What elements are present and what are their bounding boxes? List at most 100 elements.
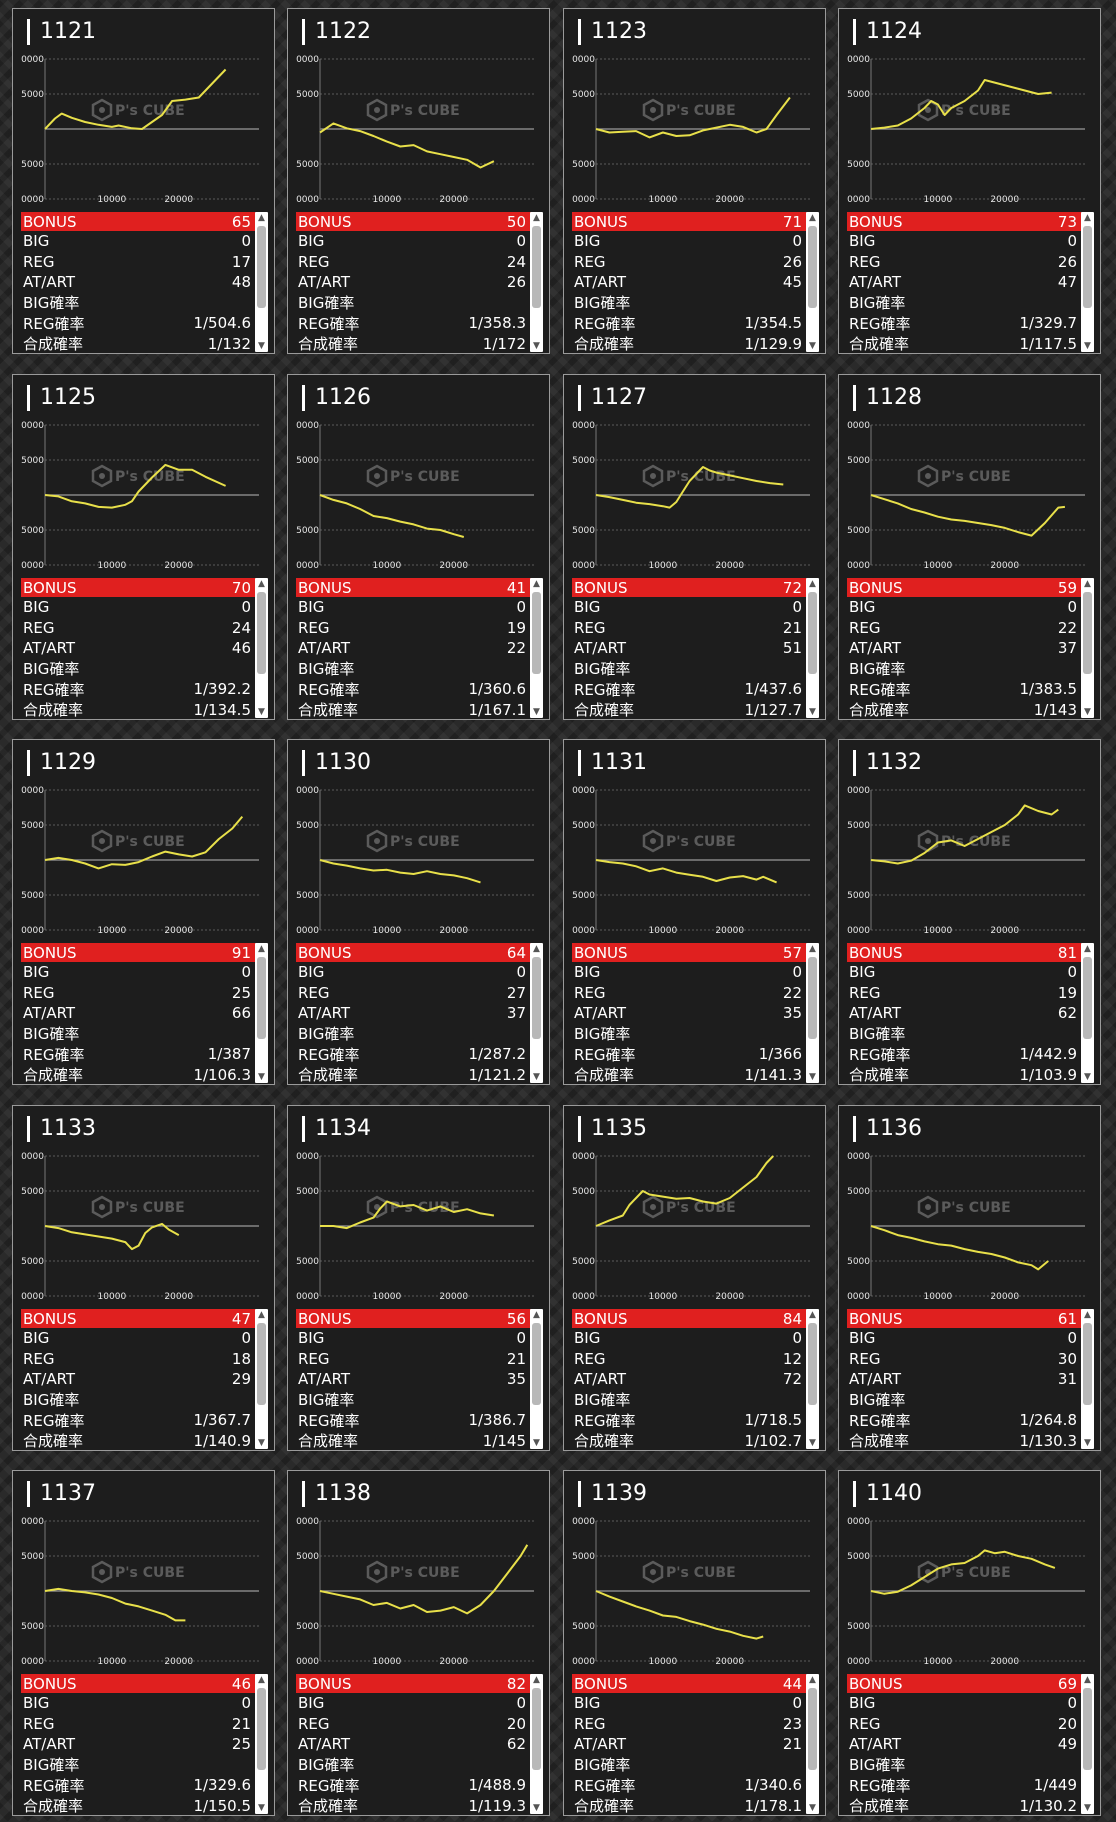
machine-number[interactable]: 1125	[27, 385, 96, 411]
scroll-down-icon[interactable]: ▼	[1084, 1803, 1091, 1813]
scroll-up-icon[interactable]: ▲	[809, 1310, 816, 1320]
scroll-up-icon[interactable]: ▲	[809, 579, 816, 589]
machine-card[interactable]: 1137 10000 5000 -5000 -10000 10000 20000 P's CU…	[12, 1470, 275, 1816]
scroll-thumb[interactable]	[257, 957, 266, 1039]
scroll-down-icon[interactable]: ▼	[1084, 1072, 1091, 1082]
scroll-down-icon[interactable]: ▼	[258, 707, 265, 717]
machine-card[interactable]: 1135 10000 5000 -5000 -10000 10000 20000 P's CU…	[563, 1105, 826, 1451]
machine-card[interactable]: 1138 10000 5000 -5000 -10000 10000 20000 P's CU…	[287, 1470, 550, 1816]
scroll-thumb[interactable]	[257, 226, 266, 308]
stats-scrollbar[interactable]: ▲ ▼	[530, 943, 543, 1083]
scroll-up-icon[interactable]: ▲	[258, 1310, 265, 1320]
scroll-down-icon[interactable]: ▼	[533, 1438, 540, 1448]
scroll-up-icon[interactable]: ▲	[533, 579, 540, 589]
stats-scrollbar[interactable]: ▲ ▼	[806, 1674, 819, 1814]
stats-scrollbar[interactable]: ▲ ▼	[1081, 1309, 1094, 1449]
machine-number[interactable]: 1137	[27, 1481, 96, 1507]
machine-card[interactable]: 1130 10000 5000 -5000 -10000 10000 20000 P's CU…	[287, 739, 550, 1085]
scroll-up-icon[interactable]: ▲	[1084, 944, 1091, 954]
stats-scrollbar[interactable]: ▲ ▼	[1081, 943, 1094, 1083]
scroll-up-icon[interactable]: ▲	[1084, 213, 1091, 223]
scroll-thumb[interactable]	[808, 957, 817, 1039]
stats-scrollbar[interactable]: ▲ ▼	[255, 212, 268, 352]
stats-scrollbar[interactable]: ▲ ▼	[1081, 578, 1094, 718]
scroll-up-icon[interactable]: ▲	[533, 944, 540, 954]
scroll-thumb[interactable]	[257, 592, 266, 674]
machine-number[interactable]: 1129	[27, 750, 96, 776]
machine-number[interactable]: 1127	[578, 385, 647, 411]
scroll-thumb[interactable]	[1083, 1688, 1092, 1770]
scroll-thumb[interactable]	[1083, 1323, 1092, 1405]
stats-scrollbar[interactable]: ▲ ▼	[530, 1674, 543, 1814]
scroll-up-icon[interactable]: ▲	[809, 944, 816, 954]
machine-number[interactable]: 1124	[853, 19, 922, 45]
machine-number[interactable]: 1140	[853, 1481, 922, 1507]
machine-number[interactable]: 1128	[853, 385, 922, 411]
scroll-down-icon[interactable]: ▼	[533, 707, 540, 717]
stats-scrollbar[interactable]: ▲ ▼	[1081, 1674, 1094, 1814]
machine-number[interactable]: 1139	[578, 1481, 647, 1507]
scroll-thumb[interactable]	[532, 592, 541, 674]
scroll-thumb[interactable]	[808, 226, 817, 308]
machine-number[interactable]: 1121	[27, 19, 96, 45]
stats-scrollbar[interactable]: ▲ ▼	[255, 578, 268, 718]
machine-card[interactable]: 1121 10000 5000 -5000 -10000 10000 20000 P's CU…	[12, 8, 275, 354]
scroll-thumb[interactable]	[532, 957, 541, 1039]
machine-number[interactable]: 1123	[578, 19, 647, 45]
machine-card[interactable]: 1132 10000 5000 -5000 -10000 10000 20000 P's CU…	[838, 739, 1101, 1085]
scroll-up-icon[interactable]: ▲	[1084, 579, 1091, 589]
scroll-thumb[interactable]	[532, 1688, 541, 1770]
scroll-down-icon[interactable]: ▼	[258, 1072, 265, 1082]
machine-card[interactable]: 1122 10000 5000 -5000 -10000 10000 20000 P's CU…	[287, 8, 550, 354]
stats-scrollbar[interactable]: ▲ ▼	[806, 578, 819, 718]
scroll-up-icon[interactable]: ▲	[258, 944, 265, 954]
scroll-thumb[interactable]	[1083, 957, 1092, 1039]
stats-scrollbar[interactable]: ▲ ▼	[530, 212, 543, 352]
scroll-down-icon[interactable]: ▼	[809, 707, 816, 717]
scroll-down-icon[interactable]: ▼	[1084, 1438, 1091, 1448]
scroll-down-icon[interactable]: ▼	[533, 1072, 540, 1082]
scroll-up-icon[interactable]: ▲	[809, 1675, 816, 1685]
scroll-down-icon[interactable]: ▼	[1084, 707, 1091, 717]
scroll-up-icon[interactable]: ▲	[258, 579, 265, 589]
machine-number[interactable]: 1138	[302, 1481, 371, 1507]
scroll-thumb[interactable]	[532, 226, 541, 308]
stats-scrollbar[interactable]: ▲ ▼	[1081, 212, 1094, 352]
machine-number[interactable]: 1134	[302, 1116, 371, 1142]
machine-number[interactable]: 1130	[302, 750, 371, 776]
scroll-thumb[interactable]	[808, 1323, 817, 1405]
machine-card[interactable]: 1136 10000 5000 -5000 -10000 10000 20000 P's CU…	[838, 1105, 1101, 1451]
scroll-up-icon[interactable]: ▲	[1084, 1675, 1091, 1685]
machine-card[interactable]: 1131 10000 5000 -5000 -10000 10000 20000 P's CU…	[563, 739, 826, 1085]
scroll-down-icon[interactable]: ▼	[1084, 341, 1091, 351]
machine-number[interactable]: 1126	[302, 385, 371, 411]
stats-scrollbar[interactable]: ▲ ▼	[530, 1309, 543, 1449]
scroll-down-icon[interactable]: ▼	[533, 341, 540, 351]
scroll-up-icon[interactable]: ▲	[533, 1310, 540, 1320]
machine-card[interactable]: 1134 10000 5000 -5000 -10000 10000 20000 P's CU…	[287, 1105, 550, 1451]
scroll-down-icon[interactable]: ▼	[258, 1803, 265, 1813]
machine-card[interactable]: 1133 10000 5000 -5000 -10000 10000 20000 P's CU…	[12, 1105, 275, 1451]
scroll-up-icon[interactable]: ▲	[258, 213, 265, 223]
stats-scrollbar[interactable]: ▲ ▼	[806, 1309, 819, 1449]
scroll-thumb[interactable]	[257, 1688, 266, 1770]
stats-scrollbar[interactable]: ▲ ▼	[806, 212, 819, 352]
scroll-down-icon[interactable]: ▼	[809, 1072, 816, 1082]
machine-card[interactable]: 1126 10000 5000 -5000 -10000 10000 20000 P's CU…	[287, 374, 550, 720]
stats-scrollbar[interactable]: ▲ ▼	[806, 943, 819, 1083]
scroll-thumb[interactable]	[808, 592, 817, 674]
scroll-down-icon[interactable]: ▼	[258, 341, 265, 351]
machine-card[interactable]: 1123 10000 5000 -5000 -10000 10000 20000 P's CU…	[563, 8, 826, 354]
stats-scrollbar[interactable]: ▲ ▼	[530, 578, 543, 718]
machine-card[interactable]: 1127 10000 5000 -5000 -10000 10000 20000 P's CU…	[563, 374, 826, 720]
machine-card[interactable]: 1125 10000 5000 -5000 -10000 10000 20000 P's CU…	[12, 374, 275, 720]
machine-card[interactable]: 1129 10000 5000 -5000 -10000 10000 20000 P's CU…	[12, 739, 275, 1085]
machine-number[interactable]: 1135	[578, 1116, 647, 1142]
scroll-down-icon[interactable]: ▼	[809, 1803, 816, 1813]
scroll-thumb[interactable]	[532, 1323, 541, 1405]
stats-scrollbar[interactable]: ▲ ▼	[255, 1309, 268, 1449]
scroll-down-icon[interactable]: ▼	[533, 1803, 540, 1813]
scroll-up-icon[interactable]: ▲	[1084, 1310, 1091, 1320]
machine-card[interactable]: 1139 10000 5000 -5000 -10000 10000 20000 P's CU…	[563, 1470, 826, 1816]
scroll-thumb[interactable]	[808, 1688, 817, 1770]
